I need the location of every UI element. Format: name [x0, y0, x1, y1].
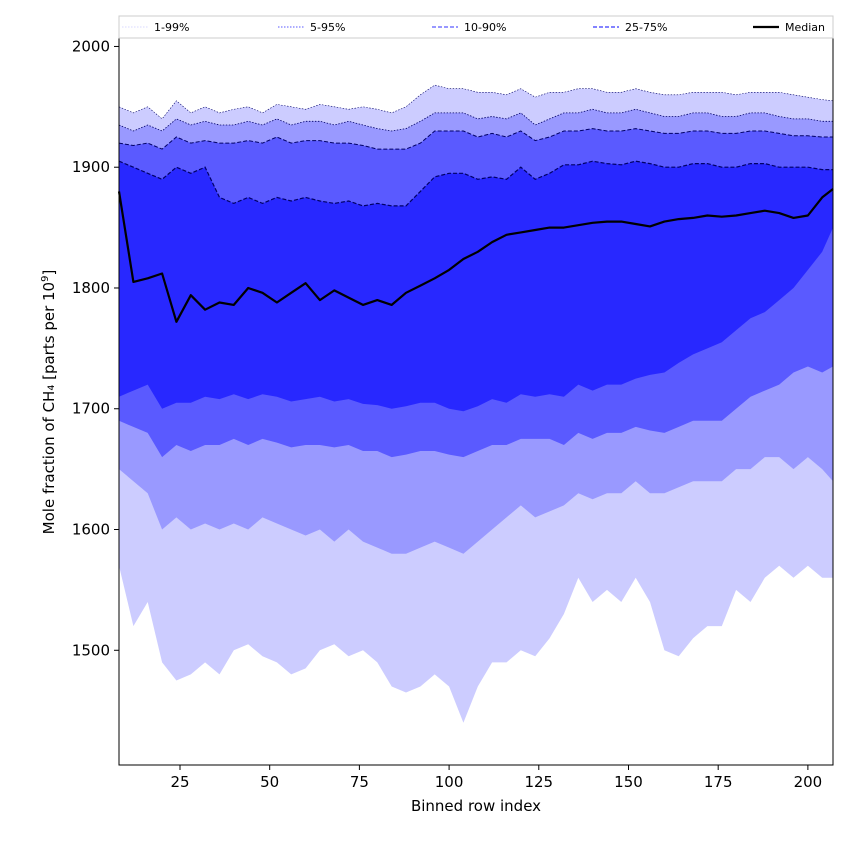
y-tick-label-1: 1600 — [72, 521, 110, 539]
legend-label-4: Median — [785, 21, 825, 34]
x-tick-label-6: 175 — [704, 773, 733, 791]
legend: 1-99% 5-95% 10-90% 25-75% Median — [118, 15, 834, 39]
x-tick-label-4: 125 — [524, 773, 553, 791]
y-tick-label-5: 2000 — [72, 37, 110, 55]
x-tick-label-2: 75 — [350, 773, 369, 791]
percentile-bands — [118, 84, 834, 723]
band-upper-edge-2 — [118, 128, 833, 150]
legend-label-3: 25-75% — [625, 21, 667, 34]
median-line — [117, 188, 834, 323]
y-axis-ticks: 1500 1600 1700 1800 1900 2000 — [72, 37, 119, 659]
y-axis-label-prefix: Mole fraction of CH₄ [parts per 10 — [40, 282, 58, 534]
y-tick-label-0: 1500 — [72, 641, 110, 659]
legend-box — [118, 15, 834, 39]
legend-label-1: 5-95% — [310, 21, 345, 34]
median-series — [117, 188, 834, 323]
legend-label-2: 10-90% — [464, 21, 506, 34]
y-axis-label-exponent: 9 — [40, 276, 51, 282]
y-tick-label-4: 1900 — [72, 158, 110, 176]
x-tick-label-0: 25 — [170, 773, 189, 791]
x-axis-ticks: 25 50 75 100 125 150 175 200 — [170, 765, 822, 791]
y-tick-label-3: 1800 — [72, 279, 110, 297]
y-axis-label: Mole fraction of CH₄ [parts per 109] — [40, 270, 58, 535]
y-axis-label-suffix: ] — [40, 270, 58, 276]
y-tick-label-2: 1700 — [72, 400, 110, 418]
x-tick-label-5: 150 — [614, 773, 643, 791]
band-upper-edge-3 — [118, 160, 833, 207]
x-axis-label: Binned row index — [411, 797, 541, 815]
legend-label-0: 1-99% — [154, 21, 189, 34]
x-tick-label-7: 200 — [794, 773, 823, 791]
band-area-3 — [119, 161, 833, 412]
x-tick-label-3: 100 — [435, 773, 464, 791]
band-upper-edge-1 — [118, 108, 833, 132]
x-tick-label-1: 50 — [260, 773, 279, 791]
